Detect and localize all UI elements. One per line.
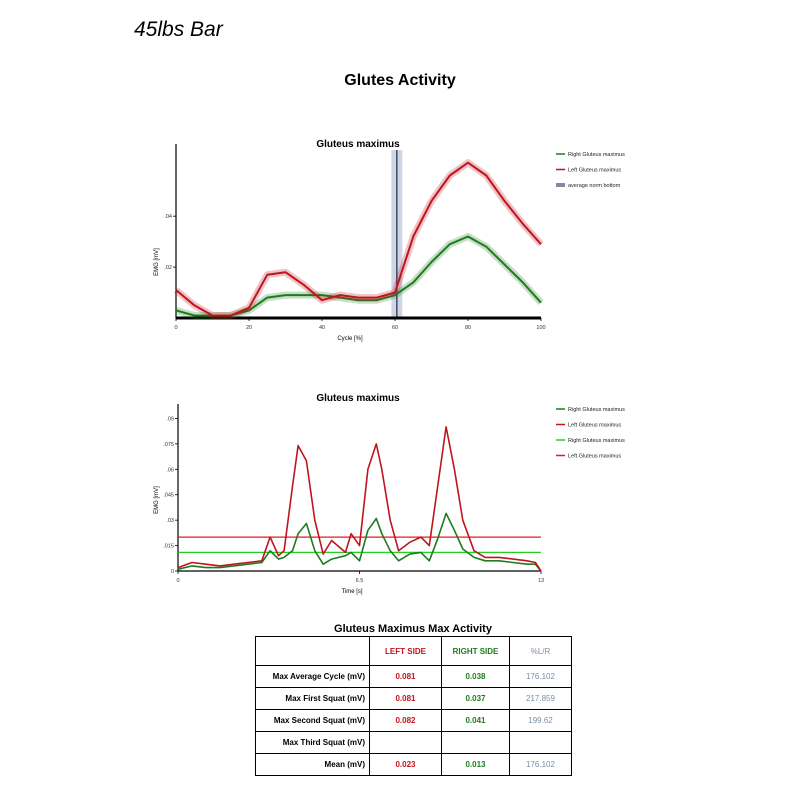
x-axis-label: Time [s] [341,589,362,595]
y-tick-label: .06 [166,467,174,473]
x-tick-label: 80 [465,325,471,331]
page-title: Glutes Activity [344,72,456,89]
table-row: Mean (mV) 0.023 0.013 176.102 [255,753,572,776]
x-tick-label: 100 [536,325,545,331]
chart-title: Gluteus maximus [316,393,400,404]
legend-label: Right Gluteus maximus [568,438,625,444]
x-tick-label: 60 [392,325,398,331]
row-label: Max Average Cycle (mV) [255,665,370,688]
x-tick-label: 6.5 [356,578,364,584]
table-row: Max Third Squat (mV) [255,731,572,754]
y-tick-label: .015 [163,544,174,550]
legend-label: Left Gluteus maximus [568,168,621,174]
y-tick-label: .045 [163,493,174,499]
max-activity-table: LEFT SIDE RIGHT SIDE %L/R Max Average Cy… [255,636,572,776]
table-row: Max First Squat (mV) 0.081 0.037 217.859 [255,687,572,710]
right-value [441,731,510,754]
y-tick-label: .09 [166,416,174,422]
ratio-value [509,731,572,754]
header-ratio: %L/R [509,636,572,666]
row-label: Max Third Squat (mV) [255,731,370,754]
x-tick-label: 0 [176,578,179,584]
table-row: Max Average Cycle (mV) 0.081 0.038 176.1… [255,665,572,688]
right-value: 0.037 [441,687,510,710]
header-right-side: RIGHT SIDE [441,636,510,666]
x-axis-label: Cycle [%] [337,336,363,342]
x-tick-label: 20 [246,325,252,331]
left-value: 0.023 [369,753,442,776]
row-label: Mean (mV) [255,753,370,776]
legend-label: Right Gluteus maximus [568,407,625,413]
table-row: Max Second Squat (mV) 0.082 0.041 199.62 [255,709,572,732]
series-line [175,161,542,317]
legend-label: Left Gluteus maximus [568,454,621,460]
ratio-value: 176.102 [509,665,572,688]
header-title: 45lbs Bar [134,18,223,41]
y-tick-label: .04 [164,214,172,220]
left-value: 0.081 [369,687,442,710]
x-tick-label: 13 [538,578,544,584]
left-value: 0.082 [369,709,442,732]
ratio-value: 217.859 [509,687,572,710]
chart-title: Gluteus maximus [316,139,400,150]
series-confidence-band [173,159,544,319]
table-title: Gluteus Maximus Max Activity [334,623,492,635]
series-confidence-band [175,233,544,319]
y-axis-label: EMG [mV] [154,248,160,276]
right-value: 0.038 [441,665,510,688]
y-axis-label: EMG [mV] [154,486,160,514]
legend-label: average norm bottom [568,183,621,189]
series-line [175,235,542,317]
norm-band [391,150,403,318]
ratio-value: 199.62 [509,709,572,732]
table-header-row: LEFT SIDE RIGHT SIDE %L/R [255,636,572,666]
series-line [177,512,542,572]
legend-label: Left Gluteus maximus [568,423,621,429]
x-tick-label: 0 [174,325,177,331]
right-value: 0.013 [441,753,510,776]
right-value: 0.041 [441,709,510,732]
y-tick-label: .075 [163,442,174,448]
y-tick-label: 0 [171,569,174,575]
left-value: 0.081 [369,665,442,688]
y-tick-label: .02 [164,265,172,271]
row-label: Max Second Squat (mV) [255,709,370,732]
ratio-value: 176.102 [509,753,572,776]
row-label: Max First Squat (mV) [255,687,370,710]
legend-label: Right Gluteus maximus [568,152,625,158]
header-blank [255,636,370,666]
x-tick-label: 40 [319,325,325,331]
header-left-side: LEFT SIDE [369,636,442,666]
y-tick-label: .03 [166,518,174,524]
left-value [369,731,442,754]
series-line [177,426,542,572]
